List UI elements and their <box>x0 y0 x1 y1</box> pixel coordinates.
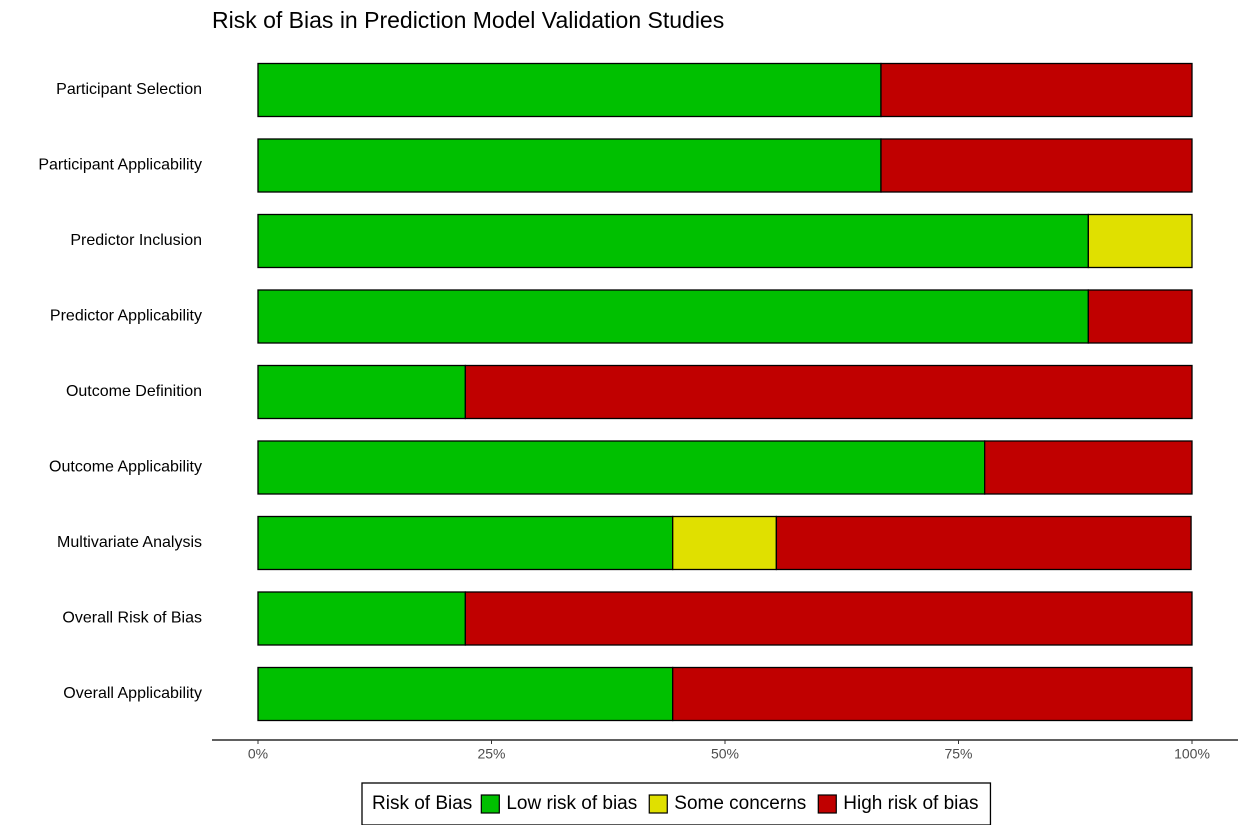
y-tick-label: Predictor Inclusion <box>70 232 202 249</box>
bar-segment <box>672 666 1193 722</box>
x-tick-label: 75% <box>944 746 972 762</box>
chart-title: Risk of Bias in Prediction Model Validat… <box>212 7 724 33</box>
bar-segment <box>257 62 882 118</box>
legend-title: Risk of Bias <box>372 793 472 814</box>
bar-segment <box>464 364 1193 420</box>
y-tick-label: Overall Applicability <box>63 685 202 702</box>
legend-key <box>480 794 500 814</box>
y-tick-label: Participant Selection <box>56 81 202 98</box>
bar-segment <box>257 440 986 495</box>
bar-segment <box>257 364 466 420</box>
y-tick-label: Outcome Applicability <box>49 459 202 476</box>
y-tick-label: Predictor Applicability <box>50 308 202 325</box>
x-tick-label: 0% <box>248 746 268 762</box>
y-tick-label: Outcome Definition <box>66 383 202 400</box>
bar-segment <box>775 515 1192 571</box>
x-tick-label: 25% <box>477 746 505 762</box>
y-tick-label: Overall Risk of Bias <box>62 610 202 627</box>
legend-label: High risk of bias <box>843 793 978 814</box>
bar-segment <box>672 515 778 571</box>
bar-segment <box>257 138 882 193</box>
bar-segment <box>257 289 1089 344</box>
bar-segment <box>1087 289 1193 344</box>
bar-segment <box>880 138 1193 193</box>
x-tick-label: 50% <box>711 746 739 762</box>
x-tick-label: 100% <box>1174 746 1210 762</box>
bar-segment <box>257 515 674 571</box>
bar-segment <box>257 666 674 722</box>
legend-key <box>648 794 668 814</box>
bar-segment <box>257 591 466 646</box>
legend-label: Some concerns <box>674 793 806 814</box>
y-tick-label: Multivariate Analysis <box>57 534 202 551</box>
bar-segment <box>984 440 1193 495</box>
bar-segment <box>880 62 1193 118</box>
y-tick-label: Participant Applicability <box>38 157 202 174</box>
bar-segment <box>257 213 1089 269</box>
legend-label: Low risk of bias <box>506 793 637 814</box>
bar-segment <box>1087 213 1193 269</box>
legend-key <box>817 794 837 814</box>
bar-segment <box>464 591 1193 646</box>
